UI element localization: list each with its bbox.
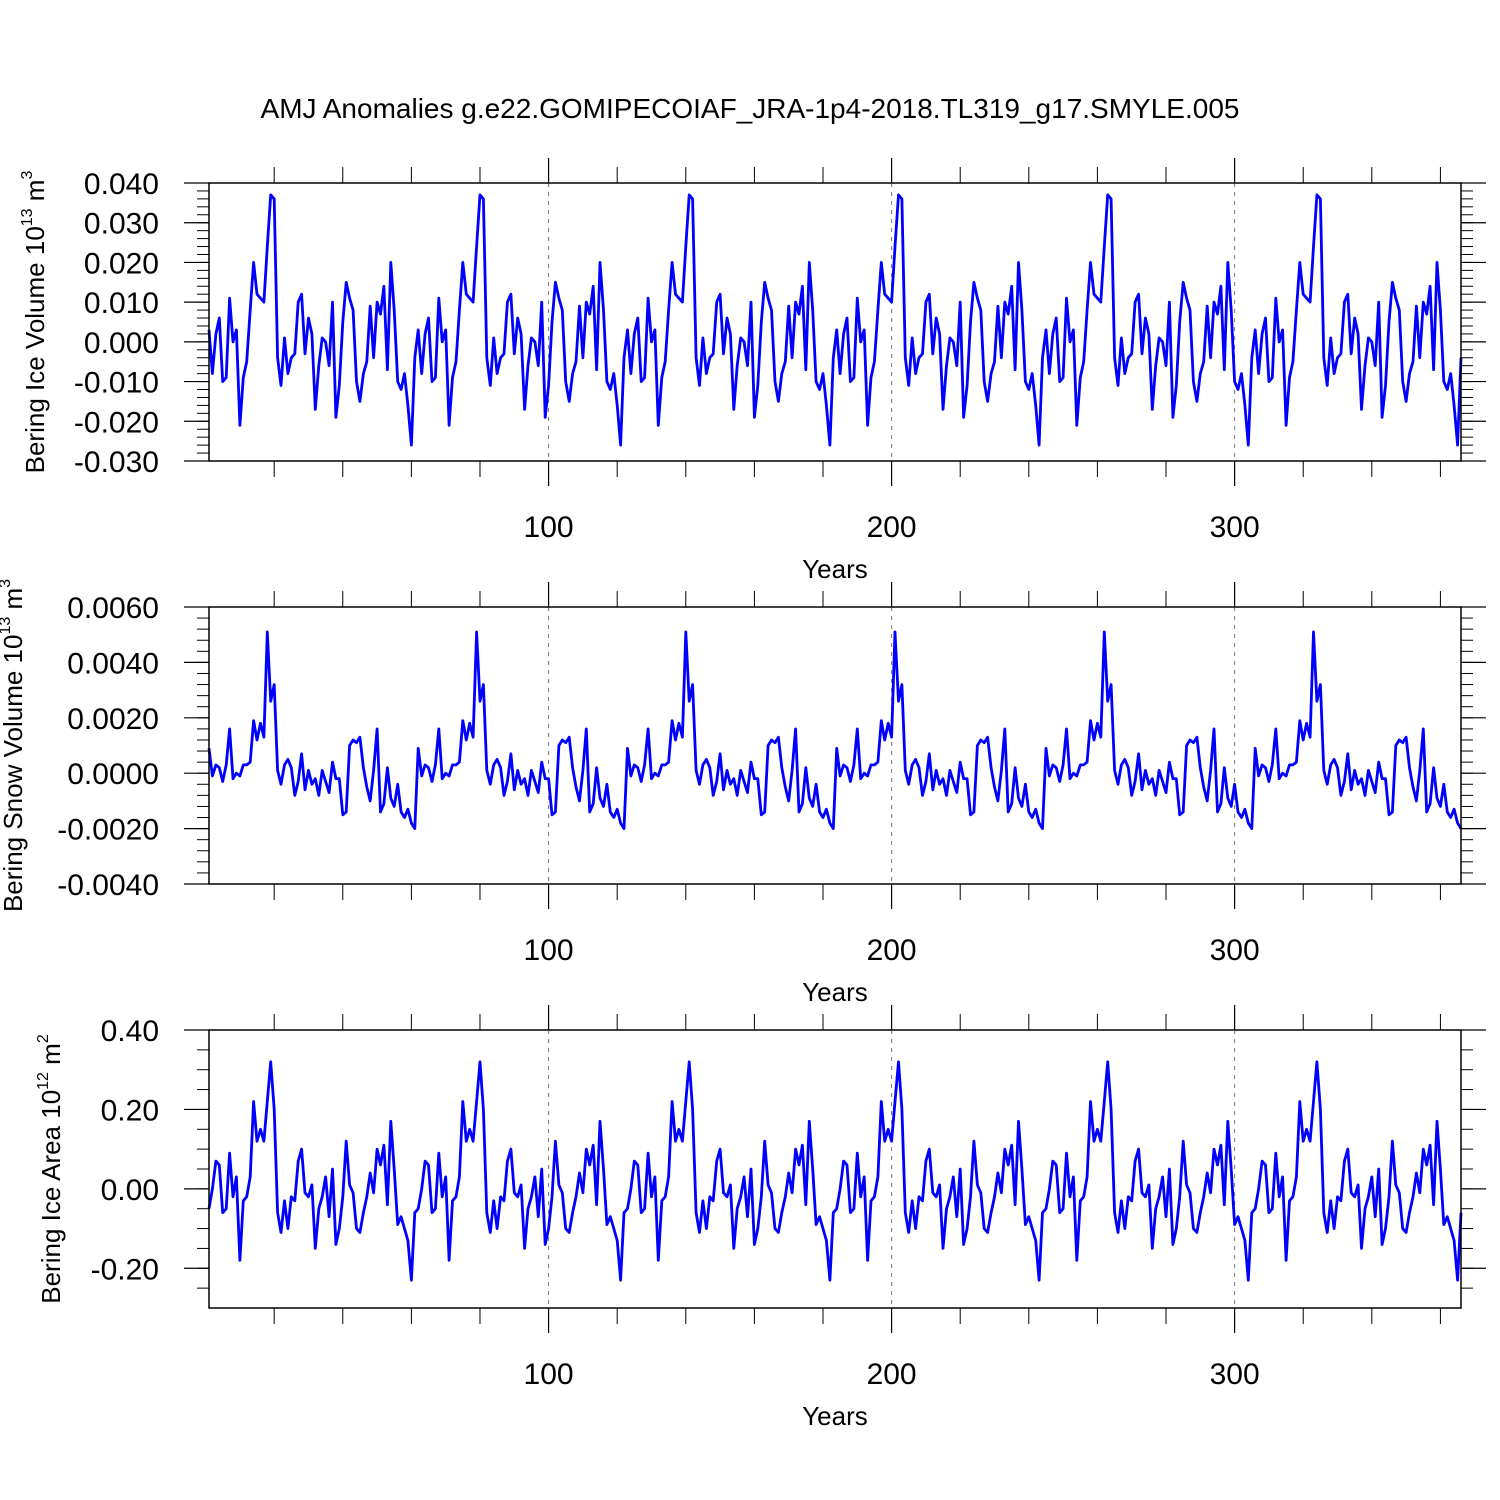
chart2-x-axis-label: Years	[802, 977, 868, 1007]
chart1-y-tick-label: 0.000	[84, 327, 159, 360]
chart3-y-tick-label: 0.40	[101, 1015, 159, 1048]
chart3-series-line	[207, 1060, 1463, 1282]
chart1-x-axis-label: Years	[802, 554, 868, 584]
chart2-y-axis-label: Bering Snow Volume 1013 m3	[0, 579, 28, 912]
chart1-y-tick-label: 0.040	[84, 168, 159, 201]
chart2-x-tick-label: 200	[867, 934, 917, 967]
chart1-x-ticks: 100 200 300	[524, 158, 1260, 544]
chart1-y-tick-label: -0.010	[74, 367, 159, 400]
chart1-y-axis-label: Bering Ice Volume 1013 m3	[19, 171, 50, 474]
chart1-series-line	[207, 193, 1463, 447]
chart3-x-tick-label: 100	[524, 1358, 574, 1391]
chart2-panel: -0.0040 -0.0020 0.0000 0.0020 0.0040 0.0060 10…	[0, 579, 1486, 1007]
chart2-x-tick-label: 300	[1210, 934, 1260, 967]
chart2-x-minor-ticks	[273, 591, 1441, 900]
chart3-y-tick-label: 0.00	[101, 1174, 159, 1207]
chart2-y-tick-label: 0.0060	[67, 592, 159, 625]
chart2-series-line	[207, 630, 1463, 830]
chart1-frame	[208, 182, 1462, 462]
chart2-y-tick-label: 0.0000	[67, 758, 159, 791]
chart1-panel: -0.030 -0.020 -0.010 0.000 0.010 0.020 0.030 0.…	[19, 158, 1486, 584]
chart1-x-tick-label: 300	[1210, 511, 1260, 544]
chart1-y-tick-label: 0.020	[84, 247, 159, 280]
chart1-x-tick-label: 200	[867, 511, 917, 544]
chart1-y-tick-label: 0.010	[84, 287, 159, 320]
chart2-y-tick-label: -0.0040	[57, 869, 159, 902]
chart1-y-tick-label: -0.030	[74, 446, 159, 479]
chart1-y-tick-label: -0.020	[74, 406, 159, 439]
chart1-y-tick-label: 0.030	[84, 208, 159, 241]
chart2-y-tick-label: -0.0020	[57, 814, 159, 847]
chart3-x-axis-label: Years	[802, 1401, 868, 1431]
chart3-x-tick-label: 300	[1210, 1358, 1260, 1391]
chart3-x-ticks: 100 200 300	[524, 1005, 1260, 1391]
chart3-y-tick-label: 0.20	[101, 1094, 159, 1127]
chart1-y-ticks: -0.030 -0.020 -0.010 0.000 0.010 0.020 0.030 0.…	[74, 168, 1486, 479]
chart2-x-tick-label: 100	[524, 934, 574, 967]
chart1-x-minor-ticks	[273, 167, 1441, 477]
chart1-x-tick-label: 100	[524, 511, 574, 544]
chart2-y-tick-label: 0.0040	[67, 647, 159, 680]
chart2-y-minor-ticks	[197, 617, 1473, 874]
chart2-x-ticks: 100 200 300	[524, 582, 1260, 967]
chart3-x-tick-label: 200	[867, 1358, 917, 1391]
chart3-panel: -0.20 0.00 0.20 0.40 100 200 300 Years Bering Ic…	[35, 1005, 1486, 1431]
chart2-y-tick-label: 0.0020	[67, 703, 159, 736]
panels: -0.030 -0.020 -0.010 0.000 0.010 0.020 0.030 0.…	[0, 158, 1486, 1431]
chart3-frame	[208, 1029, 1462, 1309]
chart3-y-ticks: -0.20 0.00 0.20 0.40	[91, 1015, 1486, 1286]
chart2-frame	[208, 606, 1462, 885]
chart3-x-minor-ticks	[273, 1014, 1441, 1324]
chart2-y-ticks: -0.0040 -0.0020 0.0000 0.0020 0.0040 0.0060	[57, 592, 1486, 902]
chart3-y-tick-label: -0.20	[91, 1253, 159, 1286]
chart3-y-axis-label: Bering Ice Area 1012 m2	[35, 1034, 66, 1304]
figure-title: AMJ Anomalies g.e22.GOMIPECOIAF_JRA-1p4-…	[261, 93, 1240, 124]
